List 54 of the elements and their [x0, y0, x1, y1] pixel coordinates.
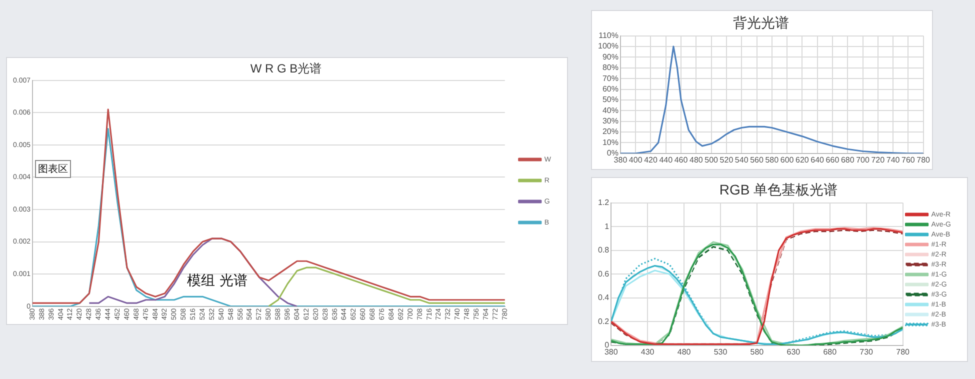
- x-tick-label: 640: [810, 155, 825, 164]
- y-tick-label: 40%: [602, 106, 618, 115]
- annotation: 模组 光谱: [187, 272, 248, 290]
- x-tick-label: 500: [704, 155, 719, 164]
- y-tick-label: 100%: [598, 42, 618, 51]
- x-tick-label: 540: [734, 155, 749, 164]
- y-tick-label: 0: [604, 340, 610, 350]
- chart-title: RGB 单色基板光谱: [719, 181, 838, 198]
- x-tick-label: 420: [644, 155, 658, 164]
- y-tick-label: 110%: [598, 31, 618, 40]
- x-tick-label: 460: [674, 155, 688, 164]
- x-tick-label: 400: [628, 155, 643, 164]
- x-tick-label: 600: [780, 155, 794, 164]
- y-tick-label: 1.2: [598, 198, 610, 208]
- y-tick-label: 20%: [602, 127, 618, 136]
- x-tick-label: 730: [860, 347, 874, 356]
- x-tick-label: 680: [823, 347, 838, 356]
- y-tick-label: 60%: [602, 84, 618, 94]
- x-tick-label: 560: [750, 155, 764, 164]
- x-tick-label: 760: [902, 155, 916, 164]
- y-tick-label: 0.4: [598, 293, 610, 302]
- x-tick-label: 680: [840, 155, 855, 164]
- x-tick-label: 780: [896, 347, 910, 356]
- y-tick-label: 70%: [602, 74, 618, 83]
- x-tick-label: 380: [614, 155, 628, 164]
- x-tick-label: 380: [604, 347, 618, 356]
- x-tick-label: 530: [714, 347, 728, 356]
- x-tick-label: 780: [916, 155, 931, 164]
- x-tick-label: 620: [796, 155, 810, 164]
- x-tick-label: 580: [750, 347, 764, 356]
- annotation: 图表区: [35, 160, 71, 178]
- x-tick-label: 700: [856, 155, 870, 164]
- y-tick-label: 50%: [602, 95, 618, 104]
- chart-title: 背光光谱: [733, 14, 789, 30]
- y-tick-label: 0%: [606, 148, 618, 158]
- x-tick-label: 660: [826, 155, 840, 164]
- y-tick-label: 0.8: [598, 246, 610, 255]
- x-tick-label: 720: [871, 155, 886, 164]
- y-tick-label: 0.2: [598, 316, 610, 326]
- x-tick-label: 430: [640, 347, 655, 356]
- y-tick-label: 10%: [602, 138, 618, 147]
- y-tick-label: 1: [604, 222, 610, 231]
- x-tick-label: 480: [677, 347, 692, 356]
- x-tick-label: 520: [720, 155, 734, 164]
- y-tick-label: 0.6: [598, 269, 610, 278]
- x-tick-label: 740: [886, 155, 900, 164]
- x-tick-label: 630: [786, 347, 801, 356]
- y-tick-label: 90%: [602, 52, 618, 62]
- x-tick-label: 580: [765, 155, 780, 164]
- x-tick-label: 440: [659, 155, 674, 164]
- chart-title: W R G B光谱: [250, 62, 322, 76]
- y-tick-label: 80%: [602, 63, 618, 72]
- x-tick-label: 480: [690, 155, 704, 164]
- y-tick-label: 30%: [602, 116, 618, 126]
